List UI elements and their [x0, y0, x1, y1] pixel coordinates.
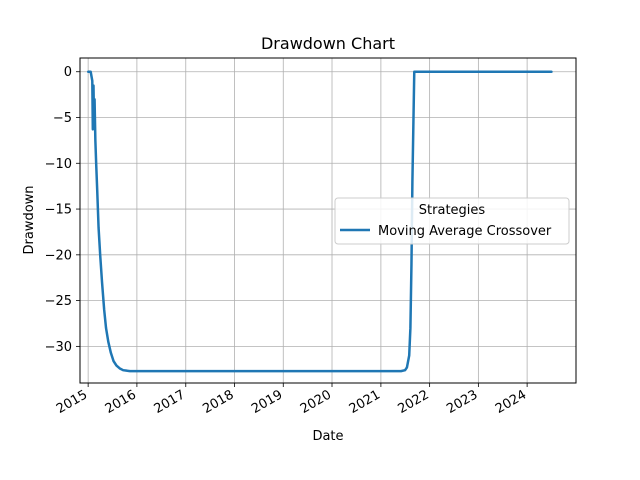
chart-title: Drawdown Chart [261, 34, 395, 53]
y-axis-label: Drawdown [22, 185, 37, 254]
legend-box [334, 197, 570, 245]
y-tick-label: −5 [53, 111, 72, 126]
y-axis: 0 −5 −10 −15 −20 −25 −30 [45, 65, 80, 355]
y-tick-label: −20 [45, 248, 72, 263]
plot-frame [79, 57, 577, 384]
y-tick-label: 0 [64, 65, 72, 80]
y-tick-label: −10 [45, 157, 72, 172]
y-tick-label: −25 [45, 294, 72, 309]
legend: Strategies Moving Average Crossover [334, 197, 570, 245]
series-line-0 [87, 70, 553, 373]
series-layer [87, 70, 553, 373]
legend-entry: Moving Average Crossover [378, 224, 552, 239]
y-tick-label: −30 [45, 340, 72, 355]
x-axis-label: Date [312, 429, 343, 444]
y-tick-label: −15 [45, 203, 72, 218]
legend-title: Strategies [419, 203, 486, 218]
